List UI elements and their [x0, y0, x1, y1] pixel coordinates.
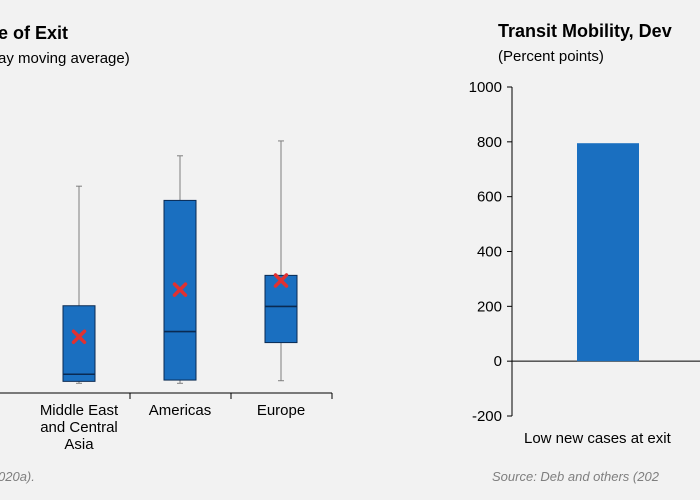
right-y-tick-label-3: 400 — [477, 244, 502, 261]
left-category-label-0: Middle East and Central Asia — [40, 402, 119, 453]
right-chart-title: Transit Mobility, Dev — [498, 21, 672, 41]
right-category-label-0: Low new cases at exit — [524, 430, 672, 447]
left-category-label-line-0-0: Middle East — [40, 402, 119, 419]
right-y-tick-label-4: 600 — [477, 189, 502, 206]
left-category-label-line-0-1: and Central — [40, 419, 118, 436]
left-category-label-line-2-0: Europe — [257, 402, 305, 419]
left-category-label-line-0-2: Asia — [64, 436, 94, 453]
bar-0 — [577, 143, 639, 362]
right-y-tick-label-0: -200 — [472, 408, 502, 425]
right-chart-subtitle: (Percent points) — [498, 48, 604, 65]
right-chart-source: Source: Deb and others (202 — [492, 469, 660, 484]
left-chart-source: 020a). — [0, 469, 35, 484]
box-mean-marker-1 — [172, 282, 188, 297]
right-plot-area: -200 0 200 400 600 800 1000 Low new cases at ex… — [469, 79, 700, 447]
box-mean-stroke-b-1 — [172, 282, 188, 297]
right-y-tick-label-5: 800 — [477, 134, 502, 151]
right-y-tick-label-2: 200 — [477, 298, 502, 315]
left-category-label-2: Europe — [257, 402, 305, 419]
box-mean-marker-2 — [273, 273, 289, 288]
box-mean-marker-0 — [71, 329, 87, 345]
left-plot-area: Middle East and Central Asia Americas Europe — [0, 140, 333, 453]
left-chart-subtitle: ay moving average) — [0, 50, 130, 67]
box-2 — [264, 274, 298, 344]
box-mean-stroke-b-0 — [71, 329, 87, 345]
box-0 — [62, 305, 96, 382]
left-chart-title: e of Exit — [0, 23, 68, 43]
right-y-tick-label-1: 0 — [494, 353, 502, 370]
left-category-label-line-1-0: Americas — [149, 402, 212, 419]
left-category-label-1: Americas — [149, 402, 212, 419]
box-mean-stroke-b-2 — [273, 273, 289, 288]
right-y-tick-label-6: 1000 — [469, 79, 502, 96]
